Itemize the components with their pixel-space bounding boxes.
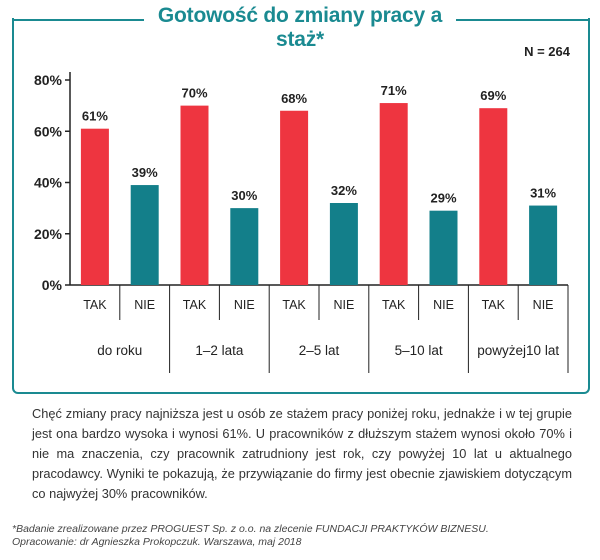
x-sub-label: TAK <box>183 298 207 312</box>
x-category-label: do roku <box>97 343 142 358</box>
x-sub-label: TAK <box>382 298 406 312</box>
bar-nie <box>529 205 558 285</box>
y-tick-label: 20% <box>34 226 63 242</box>
x-category-label: 2–5 lat <box>299 343 340 358</box>
data-label: 71% <box>381 83 407 98</box>
bar-tak <box>280 110 309 285</box>
chart-frame <box>12 18 590 394</box>
bar-nie <box>329 203 358 285</box>
bar-chart: 0% 20% 40% 60% 80% 61% TAK 39% NIE do roku 70% TAK 3… <box>34 72 569 373</box>
footnote-author: Opracowanie: dr Agnieszka Prokopczuk. Wa… <box>12 536 302 548</box>
footnote: *Badanie zrealizowane przez PROGUEST Sp.… <box>12 523 592 549</box>
bar-nie <box>429 210 458 285</box>
y-tick-label: 0% <box>42 277 63 293</box>
data-label: 68% <box>281 91 307 106</box>
x-sub-label: TAK <box>482 298 506 312</box>
bar-tak <box>80 128 109 285</box>
data-label: 29% <box>430 191 456 206</box>
x-sub-label: NIE <box>134 298 155 312</box>
data-label: 61% <box>82 109 108 124</box>
title-rule-right <box>456 19 588 21</box>
data-label: 30% <box>231 188 257 203</box>
y-tick-label: 80% <box>34 72 63 88</box>
data-label: 31% <box>530 186 556 201</box>
data-label: 69% <box>480 88 506 103</box>
data-label: 39% <box>132 165 158 180</box>
x-category-label: 5–10 lat <box>395 343 443 358</box>
sample-size-label: N = 264 <box>524 44 570 59</box>
description-text: Chęć zmiany pracy najniższa jest u osób … <box>32 406 572 501</box>
x-sub-label: NIE <box>533 298 554 312</box>
x-sub-label: NIE <box>333 298 354 312</box>
bar-tak <box>379 103 408 285</box>
footnote-source: *Badanie zrealizowane przez PROGUEST Sp.… <box>12 523 489 535</box>
bar-nie <box>130 185 159 285</box>
x-sub-label: TAK <box>83 298 107 312</box>
x-sub-label: NIE <box>234 298 255 312</box>
x-category-label: 1–2 lata <box>195 343 244 358</box>
title-bar: Gotowość do zmiany pracy a staż* <box>0 2 600 51</box>
y-tick-label: 40% <box>34 175 63 191</box>
bar-nie <box>230 208 259 285</box>
bar-tak <box>180 105 209 285</box>
data-label: 70% <box>181 86 207 101</box>
x-sub-label: TAK <box>282 298 306 312</box>
x-category-label: powyżej10 lat <box>477 343 559 358</box>
bar-tak <box>479 108 508 285</box>
y-tick-label: 60% <box>34 123 63 139</box>
chart-title: Gotowość do zmiany pracy a staż* <box>157 4 443 51</box>
x-sub-label: NIE <box>433 298 454 312</box>
data-label: 32% <box>331 183 357 198</box>
title-rule-left <box>12 19 144 21</box>
